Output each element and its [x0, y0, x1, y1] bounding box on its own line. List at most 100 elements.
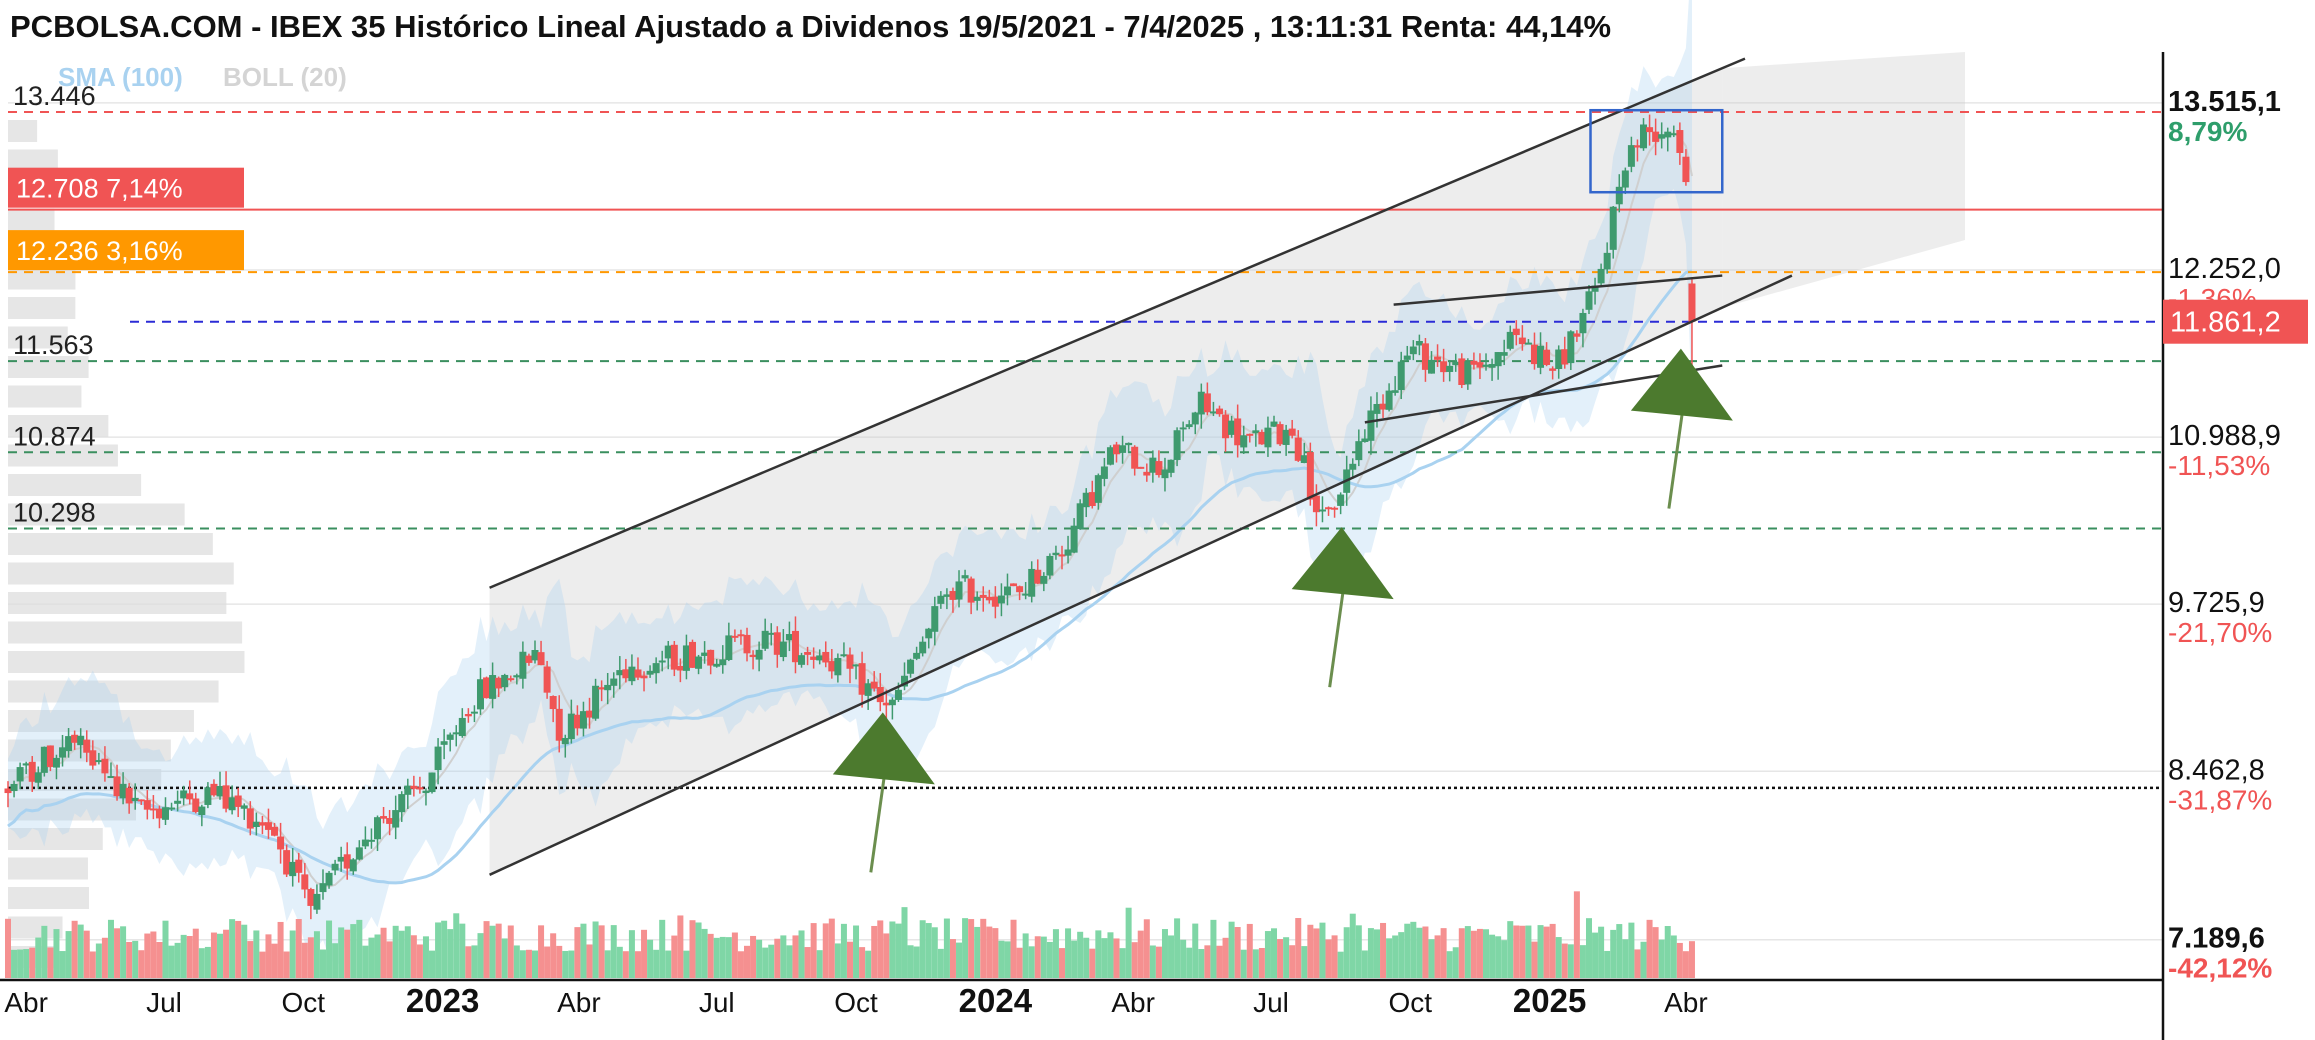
candle-body — [107, 776, 115, 779]
candle-body — [646, 670, 654, 675]
candle-body — [919, 641, 927, 654]
candle-body — [616, 670, 624, 676]
volume-bar — [525, 949, 532, 978]
candle-body — [313, 893, 321, 910]
candle-body — [1337, 494, 1345, 506]
volume-bar — [750, 935, 757, 978]
candle-body — [1246, 433, 1254, 436]
candle-body — [882, 702, 890, 706]
volume-bar — [1071, 940, 1078, 978]
volume-bar — [495, 923, 502, 978]
right-axis-price: 13.515,1 — [2168, 86, 2281, 118]
candle-body — [1391, 390, 1399, 393]
candle-body — [476, 679, 484, 710]
volume-bar — [1046, 941, 1053, 978]
volume-bar — [598, 925, 605, 978]
candle-body — [622, 669, 630, 679]
candle-body — [1209, 411, 1217, 414]
volume-bar — [501, 938, 508, 978]
candle-body — [749, 654, 757, 658]
candle-body — [652, 663, 660, 674]
arrow-shaft — [1328, 586, 1346, 688]
volume-bar — [247, 941, 254, 978]
volume-bar — [871, 925, 878, 978]
candle-body — [1119, 445, 1127, 453]
volume-bar — [1489, 934, 1496, 978]
volume-bar — [943, 918, 950, 978]
candle-body — [1113, 444, 1121, 455]
candle-body — [1549, 368, 1557, 371]
volume-bar — [295, 919, 302, 978]
volume-bar — [1295, 918, 1302, 978]
volume-bar — [810, 923, 817, 978]
candle-body — [1125, 442, 1133, 446]
candle-body — [65, 736, 73, 752]
candle-body — [204, 787, 212, 805]
volume-bar — [1083, 937, 1090, 978]
candle-body — [222, 785, 230, 809]
volume-bar — [846, 941, 853, 978]
volume-bar — [1658, 939, 1665, 978]
arrow-shaft — [869, 772, 887, 873]
volume-bar — [156, 941, 163, 978]
volume-bar — [1107, 932, 1114, 978]
candle-body — [495, 677, 503, 689]
volume-bar — [931, 927, 938, 978]
arrow-head — [1291, 527, 1394, 600]
volume-bar — [132, 940, 139, 978]
volume-bar — [1119, 948, 1126, 978]
volume-bar — [1555, 937, 1562, 978]
volume-bar — [338, 927, 345, 978]
volume-bar — [1380, 922, 1387, 978]
candle-body — [483, 677, 491, 699]
candle-body — [531, 650, 539, 661]
volume-bar — [1301, 946, 1308, 978]
volume-bar — [901, 907, 908, 978]
volume-bar — [774, 938, 781, 978]
volume-bar — [798, 930, 805, 978]
candle-body — [731, 635, 739, 638]
volume-bar — [1585, 918, 1592, 978]
volume-bar — [398, 930, 405, 978]
volume-bar — [1095, 930, 1102, 978]
candle-body — [264, 822, 272, 830]
volume-bar — [217, 933, 224, 978]
volume-bar — [301, 942, 308, 978]
volume-profile-bar — [8, 916, 63, 939]
candle-body — [83, 739, 91, 753]
candle-body — [295, 859, 303, 873]
candle-body — [1215, 408, 1223, 415]
candle-body — [210, 783, 218, 796]
candle-body — [355, 847, 363, 860]
volume-bar — [192, 928, 199, 978]
candle-body — [125, 787, 133, 804]
candle-body — [1052, 552, 1060, 556]
volume-bar — [1101, 938, 1108, 978]
candle-body — [392, 810, 400, 828]
volume-bar — [1531, 941, 1538, 978]
volume-bar — [344, 929, 351, 978]
volume-profile-bar — [8, 297, 76, 319]
volume-bar — [326, 920, 333, 978]
volume-bar — [1495, 936, 1502, 978]
candle-body — [1409, 346, 1417, 355]
candle-body — [1149, 457, 1157, 473]
candle-body — [1282, 429, 1290, 445]
right-axis-pct: -11,53% — [2168, 450, 2270, 481]
x-tick-label: Abr — [1664, 987, 1708, 1018]
volume-bar — [1670, 935, 1677, 978]
candle-body — [1094, 475, 1102, 503]
right-axis-pct: -21,70% — [2168, 617, 2272, 648]
volume-bar — [1010, 919, 1017, 978]
volume-bar — [913, 946, 920, 978]
volume-bar — [5, 918, 11, 978]
candle-body — [858, 663, 866, 695]
volume-bar — [271, 943, 278, 978]
candle-body — [458, 717, 466, 737]
candle-body — [1082, 492, 1090, 508]
volume-profile-bar — [8, 680, 219, 703]
volume-bar — [574, 927, 581, 978]
candle-body — [949, 591, 957, 600]
volume-bar — [319, 949, 326, 978]
volume-bar — [1634, 949, 1641, 978]
